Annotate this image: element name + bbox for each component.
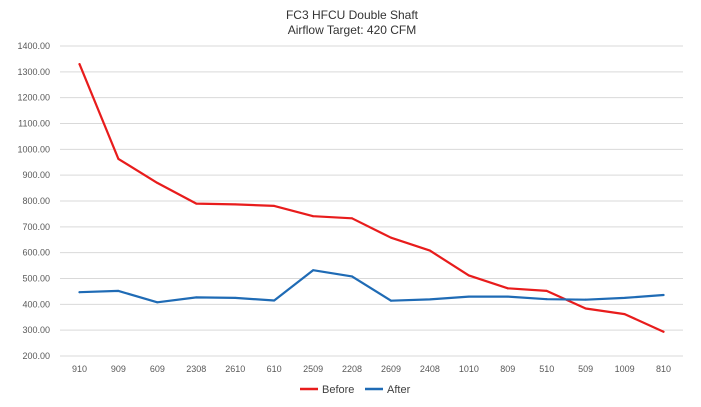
y-tick-label: 900.00 (22, 170, 50, 180)
data-point-after (467, 295, 470, 298)
data-point-before (623, 313, 626, 316)
x-tick-label: 910 (72, 364, 87, 374)
data-point-before (273, 204, 276, 207)
data-point-after (78, 291, 81, 294)
data-point-after (428, 298, 431, 301)
y-tick-label: 400.00 (22, 299, 50, 309)
y-axis-ticks: 200.00 300.00 400.00 500.00 600.00 700.00 800.… (17, 41, 50, 361)
data-point-before (195, 202, 198, 205)
x-tick-label: 909 (111, 364, 126, 374)
x-tick-label: 1010 (459, 364, 479, 374)
data-point-before (156, 181, 159, 184)
y-tick-label: 600.00 (22, 248, 50, 258)
data-point-after (351, 275, 354, 278)
data-point-before (428, 249, 431, 252)
x-tick-label: 2509 (303, 364, 323, 374)
y-tick-label: 200.00 (22, 351, 50, 361)
legend: Before After (300, 384, 411, 396)
y-tick-label: 1400.00 (17, 41, 50, 51)
chart-title: FC3 HFCU Double Shaft (286, 8, 419, 22)
x-tick-label: 2408 (420, 364, 440, 374)
data-point-before (117, 157, 120, 160)
series-lines (78, 62, 665, 333)
data-point-after (195, 296, 198, 299)
data-point-after (662, 294, 665, 297)
x-tick-label: 609 (150, 364, 165, 374)
data-point-after (234, 296, 237, 299)
x-tick-label: 810 (656, 364, 671, 374)
legend-label-before: Before (322, 384, 354, 396)
data-point-after (156, 301, 159, 304)
x-tick-label: 809 (500, 364, 515, 374)
y-tick-label: 1200.00 (17, 93, 50, 103)
data-point-after (117, 289, 120, 292)
x-tick-label: 610 (267, 364, 282, 374)
data-point-before (78, 63, 81, 66)
data-point-after (389, 299, 392, 302)
data-point-after (584, 298, 587, 301)
data-point-before (351, 217, 354, 220)
legend-label-after: After (387, 384, 411, 396)
data-point-before (545, 289, 548, 292)
y-tick-label: 800.00 (22, 196, 50, 206)
y-tick-label: 1300.00 (17, 67, 50, 77)
y-tick-label: 1000.00 (17, 144, 50, 154)
series-line-after (78, 269, 665, 304)
x-axis-ticks: 910 909 609 2308 2610 610 2509 2208 2609 2408 1010… (72, 364, 671, 374)
data-point-after (506, 295, 509, 298)
x-tick-label: 2208 (342, 364, 362, 374)
x-tick-label: 2610 (225, 364, 245, 374)
x-tick-label: 509 (578, 364, 593, 374)
x-tick-label: 510 (539, 364, 554, 374)
x-tick-label: 1009 (615, 364, 635, 374)
y-tick-label: 500.00 (22, 274, 50, 284)
data-point-before (467, 274, 470, 277)
data-point-before (389, 236, 392, 239)
data-point-before (234, 203, 237, 206)
series-line-before (78, 62, 665, 333)
data-point-after (545, 298, 548, 301)
y-tick-label: 700.00 (22, 222, 50, 232)
x-tick-label: 2609 (381, 364, 401, 374)
data-point-after (623, 296, 626, 299)
y-tick-label: 1100.00 (18, 119, 50, 129)
data-point-before (506, 287, 509, 290)
y-tick-label: 300.00 (22, 325, 50, 335)
x-tick-label: 2308 (186, 364, 206, 374)
data-point-before (312, 215, 315, 218)
data-point-after (273, 299, 276, 302)
data-point-before (584, 307, 587, 310)
data-point-after (312, 269, 315, 272)
chart-subtitle: Airflow Target: 420 CFM (288, 23, 417, 37)
data-point-before (662, 330, 665, 333)
